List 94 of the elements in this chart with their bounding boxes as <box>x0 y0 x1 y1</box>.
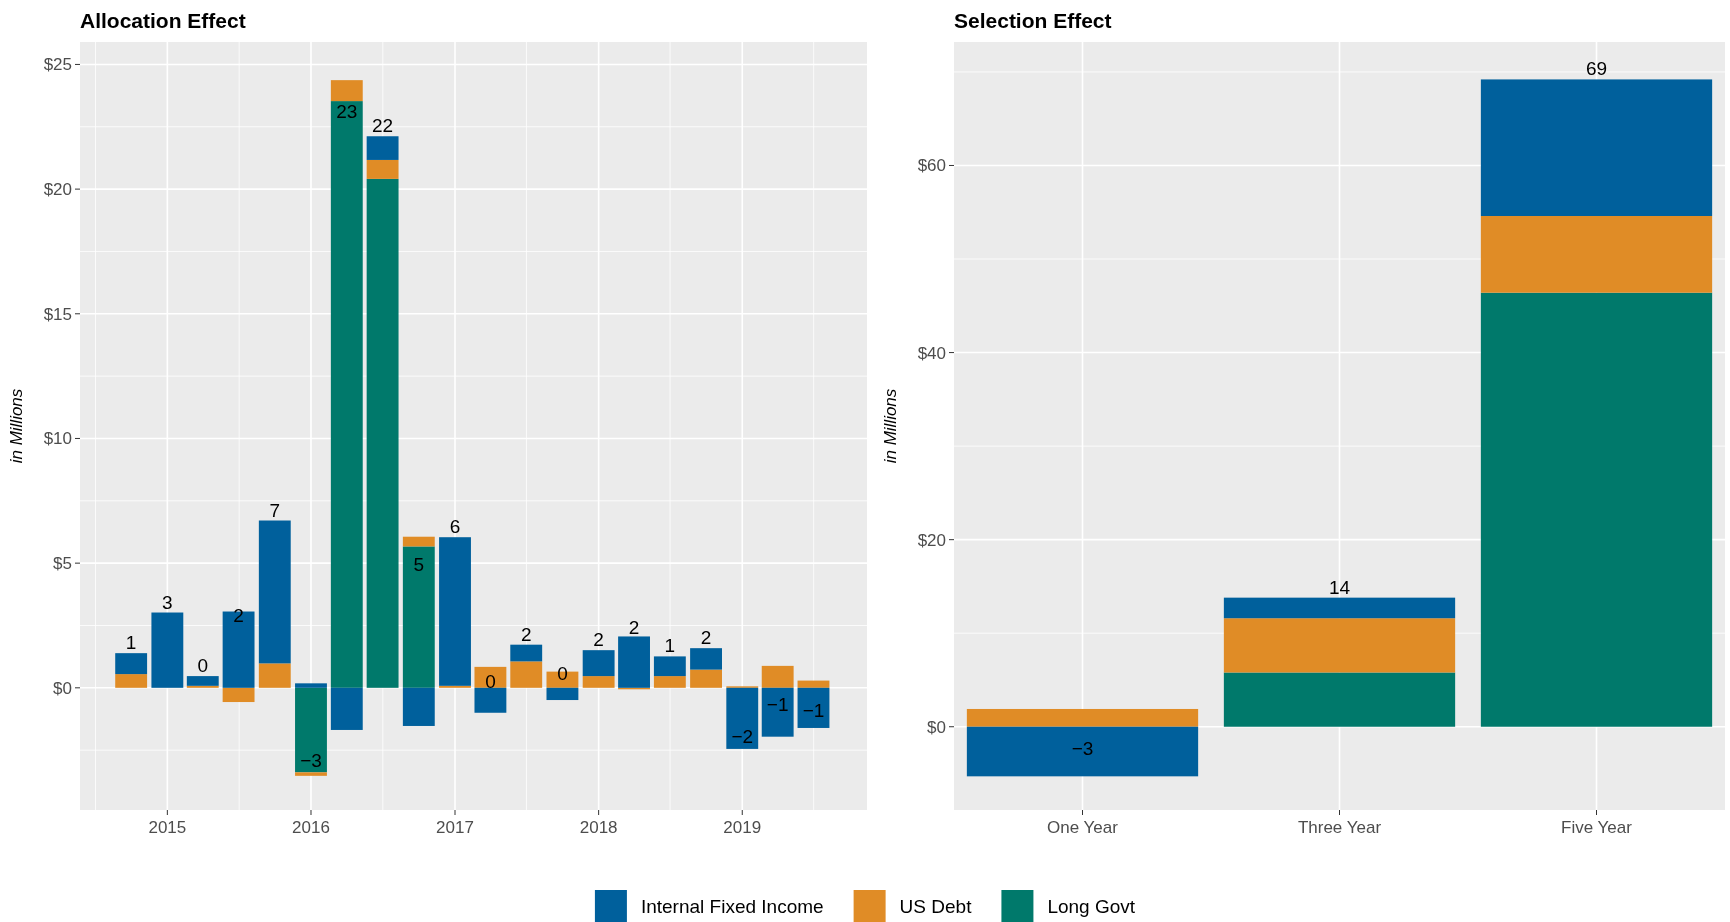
bar <box>258 520 291 664</box>
bar <box>797 687 830 728</box>
total-label: −2 <box>731 726 754 748</box>
bar <box>402 536 435 547</box>
bar <box>653 676 686 688</box>
bar <box>330 687 363 730</box>
total-label: 5 <box>413 553 425 575</box>
bar <box>618 636 650 688</box>
bar <box>366 178 399 688</box>
bar <box>582 676 615 688</box>
total-label: 6 <box>449 516 461 538</box>
bar <box>1223 672 1456 727</box>
total-label: 2 <box>700 627 712 649</box>
total-label: 1 <box>125 632 137 654</box>
total-label: 2 <box>520 623 532 645</box>
bar <box>439 537 471 686</box>
bar <box>761 665 794 688</box>
total-label: 0 <box>197 655 209 677</box>
y-tick-label: $5 <box>53 554 72 574</box>
total-label: −3 <box>1071 737 1094 759</box>
x-tick-label: Three Year <box>1297 818 1382 837</box>
x-tick-label: 2016 <box>292 818 330 837</box>
x-tick-label: Five Year <box>1561 818 1633 837</box>
x-tick-label: One Year <box>1047 818 1119 837</box>
x-tick-label: 2017 <box>436 818 474 837</box>
bar <box>222 687 255 703</box>
total-label: 69 <box>1585 58 1608 80</box>
y-axis-title: in Millions <box>881 388 900 464</box>
total-label: 1 <box>664 635 676 657</box>
bar <box>295 772 327 776</box>
total-label: 22 <box>372 115 394 137</box>
bar <box>402 687 435 726</box>
total-label: −1 <box>802 699 825 721</box>
bar <box>1480 292 1713 727</box>
bar <box>151 612 184 688</box>
bar <box>115 674 148 688</box>
y-tick-label: $15 <box>43 304 72 324</box>
bar <box>1223 618 1456 673</box>
bar <box>546 687 579 701</box>
y-tick-label: $0 <box>53 678 72 698</box>
bar <box>439 685 471 688</box>
bar <box>510 644 543 662</box>
total-label: −1 <box>766 693 789 715</box>
chart-title: Allocation Effect <box>80 9 246 32</box>
total-label: 7 <box>269 499 281 521</box>
bar <box>966 708 1199 727</box>
bar <box>115 653 148 675</box>
bar <box>295 683 327 688</box>
total-label: 2 <box>628 616 640 638</box>
bar <box>582 650 615 677</box>
x-tick-label: 2018 <box>579 818 618 837</box>
y-tick-label: $20 <box>917 530 946 550</box>
y-tick-label: $40 <box>917 343 946 363</box>
y-tick-label: $25 <box>43 55 72 75</box>
bar <box>474 666 507 688</box>
y-axis-title: in Millions <box>7 388 26 464</box>
total-label: 14 <box>1328 576 1351 598</box>
y-tick-label: $60 <box>917 156 946 176</box>
bar <box>1480 215 1713 293</box>
bar <box>222 611 255 688</box>
total-label: 23 <box>336 101 358 123</box>
bar <box>186 685 219 688</box>
x-tick-label: 2015 <box>148 818 187 837</box>
bar <box>726 687 759 749</box>
bar <box>797 680 830 688</box>
bar <box>690 648 722 670</box>
total-label: −3 <box>300 750 322 772</box>
bar <box>653 656 686 677</box>
bar <box>966 726 1199 777</box>
y-tick-label: $0 <box>927 717 946 737</box>
bar <box>366 136 399 160</box>
bar <box>258 663 291 688</box>
total-label: 3 <box>162 591 173 613</box>
total-label: 2 <box>593 629 604 651</box>
x-tick-label: 2019 <box>723 818 762 837</box>
bar <box>690 669 722 688</box>
bar <box>330 101 363 688</box>
bar <box>402 546 435 688</box>
bar <box>295 687 327 773</box>
y-tick-label: $20 <box>43 180 72 200</box>
bar <box>330 80 363 102</box>
legend-label: Long Govt <box>1047 895 1136 917</box>
bar <box>510 661 543 688</box>
bar <box>1480 79 1713 216</box>
bar <box>474 687 507 713</box>
bar <box>186 676 219 686</box>
chart-title: Selection Effect <box>954 9 1112 32</box>
legend-label: US Debt <box>899 895 973 917</box>
bar <box>761 687 794 737</box>
y-tick-label: $10 <box>43 429 72 449</box>
total-label: 0 <box>485 670 496 692</box>
bar <box>1223 597 1456 619</box>
legend-label: Internal Fixed Income <box>640 895 824 917</box>
bar <box>366 159 399 179</box>
